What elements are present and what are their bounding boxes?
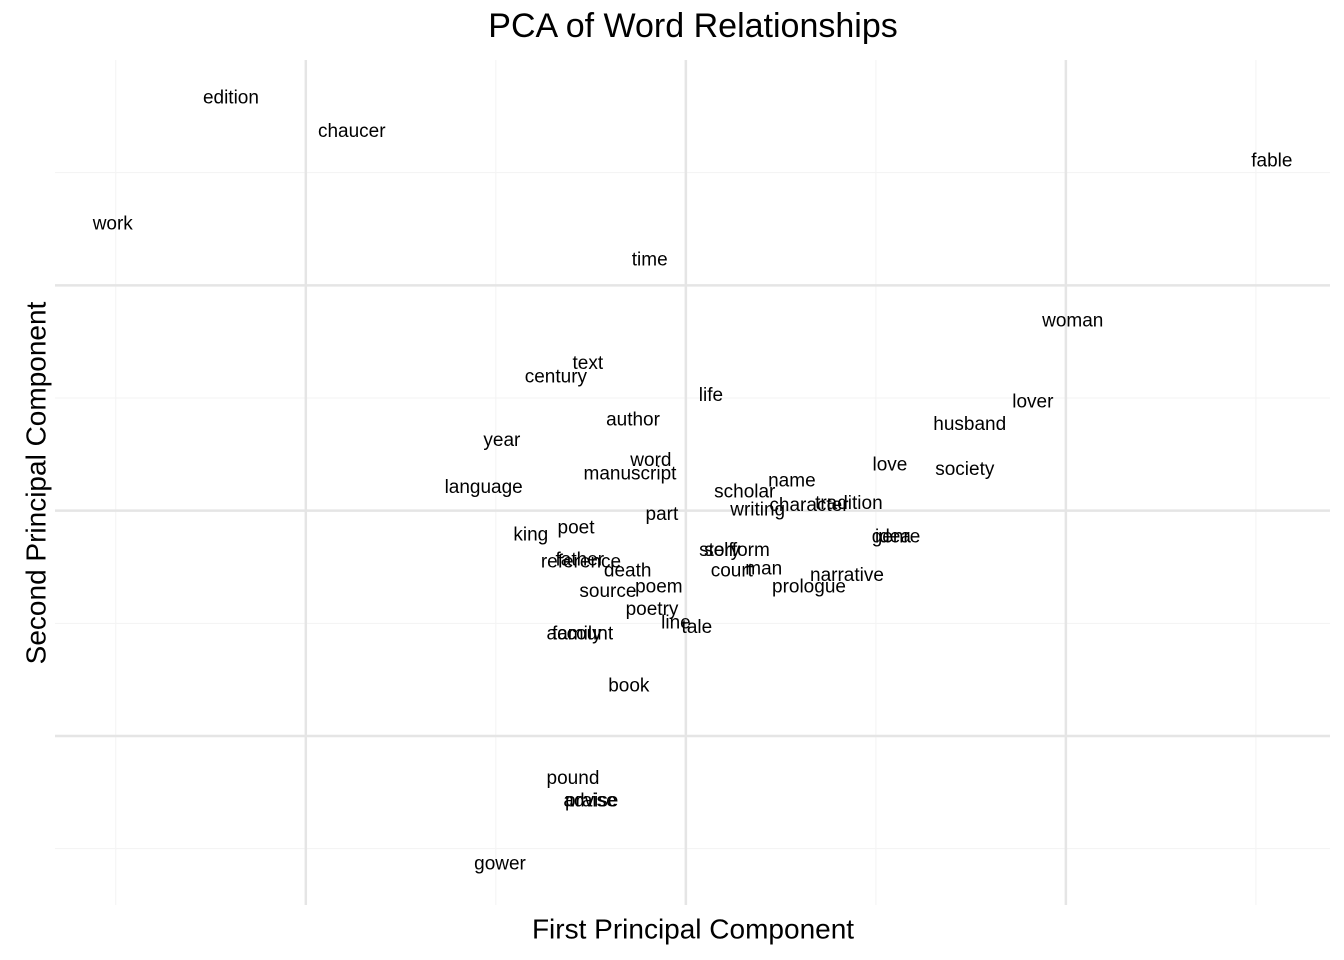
word-point: tradition bbox=[815, 493, 883, 514]
word-point: king bbox=[513, 524, 548, 545]
word-point: advise bbox=[563, 790, 618, 811]
word-point: genre bbox=[872, 527, 921, 548]
word-point: poem bbox=[635, 576, 683, 597]
word-point: life bbox=[699, 385, 723, 406]
y-axis-label: Second Principal Component bbox=[20, 301, 51, 664]
word-point: text bbox=[572, 353, 603, 374]
word-point: death bbox=[604, 561, 652, 582]
word-point: manuscript bbox=[584, 464, 678, 485]
word-point: gower bbox=[474, 853, 526, 874]
word-point: source bbox=[579, 581, 636, 602]
word-point: fable bbox=[1251, 150, 1292, 171]
word-point: narrative bbox=[810, 565, 884, 586]
word-point: scholar bbox=[714, 482, 776, 503]
word-point: court bbox=[711, 561, 754, 582]
word-point: language bbox=[445, 477, 523, 498]
word-point: lover bbox=[1012, 392, 1054, 413]
word-point: author bbox=[606, 410, 661, 431]
word-point: line bbox=[661, 612, 691, 633]
word-point: character bbox=[769, 495, 849, 516]
word-point: book bbox=[608, 675, 650, 696]
word-point: poet bbox=[558, 518, 596, 539]
word-point: account bbox=[547, 624, 614, 645]
word-point: reference bbox=[541, 552, 621, 573]
chart-title: PCA of Word Relationships bbox=[488, 7, 897, 45]
word-point: century bbox=[525, 367, 588, 388]
word-point: time bbox=[632, 250, 668, 271]
word-point: husband bbox=[933, 414, 1006, 435]
word-point: word bbox=[629, 450, 671, 471]
word-point: self bbox=[704, 540, 734, 561]
word-point: poetry bbox=[626, 599, 679, 620]
word-point: writing bbox=[729, 500, 785, 521]
word-point: pound bbox=[547, 768, 600, 789]
word-point: praise bbox=[565, 790, 617, 811]
word-point: story bbox=[699, 540, 741, 561]
word-point: father bbox=[556, 549, 605, 570]
word-point: tale bbox=[682, 617, 713, 638]
word-point: woman bbox=[1041, 310, 1103, 331]
word-point: family bbox=[552, 624, 602, 645]
word-point: man bbox=[745, 558, 782, 579]
word-point: chaucer bbox=[318, 121, 386, 142]
word-point: prologue bbox=[772, 576, 846, 597]
x-axis-label: First Principal Component bbox=[532, 913, 854, 944]
word-point: society bbox=[935, 459, 995, 480]
word-point: love bbox=[872, 455, 907, 476]
word-point: work bbox=[92, 214, 134, 235]
word-point: idea bbox=[875, 527, 911, 548]
word-point: edition bbox=[203, 87, 259, 108]
word-point: name bbox=[768, 470, 816, 491]
word-point: form bbox=[732, 540, 770, 561]
word-point: year bbox=[483, 430, 521, 451]
word-point: part bbox=[646, 504, 679, 525]
